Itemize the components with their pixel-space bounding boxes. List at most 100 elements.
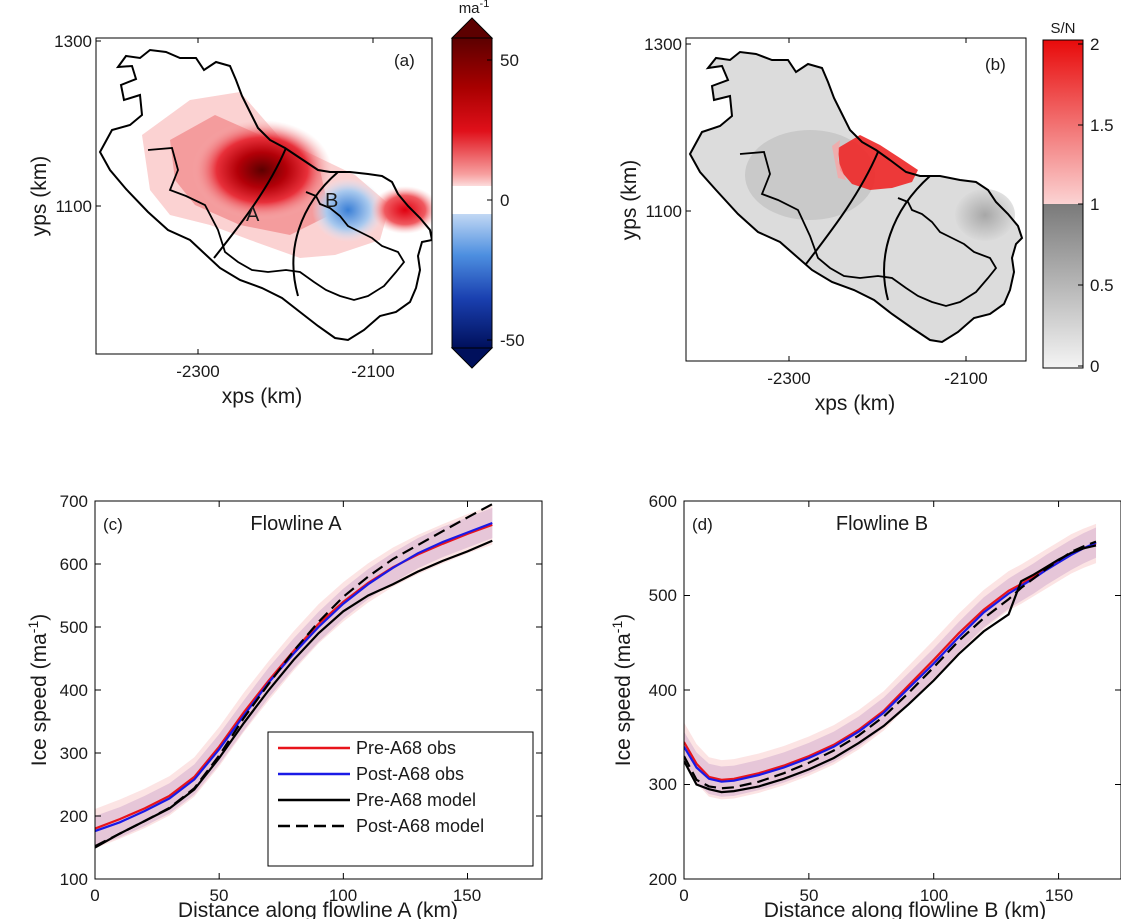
panel-c-ylabel-close: ): [28, 614, 51, 621]
panel-b-axes-frame: [685, 37, 1027, 362]
panel-b-colorbar-bar: [1042, 39, 1084, 369]
panel-b-ytick-0: 1300: [644, 35, 682, 54]
panel-b-colorbar: S/N 2 1.5 1 0.5 0: [1042, 20, 1114, 376]
panel-d-ylabel-sup: -1: [609, 621, 625, 634]
panel-d-series: [684, 540, 1097, 794]
panel-c-xlabel: Distance along flowline A (km): [178, 899, 458, 919]
panel-d-ytick-3: 500: [649, 586, 677, 605]
panel-a-xtick-1: -2100: [351, 362, 394, 381]
panel-b: 1300 1100 -2300 -2100 xps (km) yps (km) …: [618, 20, 1114, 415]
panel-c-title: Flowline A: [250, 513, 342, 535]
panel-b-flowline-b: [883, 175, 931, 301]
panel-a-ylabel: yps (km): [28, 156, 51, 237]
panel-a-flowline-b-label: B: [325, 190, 338, 212]
panel-b-ytick-1: 1100: [645, 202, 682, 221]
panel-c-ytick-3: 400: [60, 681, 88, 700]
panel-a-colorbar: ma-1 50 0 -50: [450, 0, 525, 369]
panel-a-flowline-a: [213, 147, 287, 259]
panel-a: 1300 1100 -2300 -2100 xps (km) yps (km) …: [28, 0, 525, 408]
panel-d-ytick-4: 600: [649, 492, 677, 511]
panel-a-colorbar-bottom-arrow: [450, 347, 494, 369]
panel-b-colorbar-tick-0: 2: [1090, 35, 1099, 54]
panel-b-ylabel: yps (km): [618, 160, 641, 241]
panel-c-ytick-1: 200: [60, 807, 88, 826]
panel-a-colorbar-zero-band: [452, 186, 492, 214]
panel-b-colorbar-title: S/N: [1050, 20, 1075, 37]
panel-a-colorbar-title-sup: -1: [480, 0, 490, 10]
panel-d-series-post-a68-model: [684, 540, 1097, 790]
panel-a-ytick-1: 1100: [55, 197, 92, 216]
panel-b-flowline-a: [805, 151, 879, 265]
panel-c-xtick-0: 0: [90, 886, 99, 905]
panel-b-map: [688, 50, 1024, 344]
panel-b-xlabel: xps (km): [815, 392, 896, 415]
panel-a-colorbar-title: ma-1: [459, 0, 490, 17]
panel-c-ytick-4: 500: [60, 618, 88, 637]
panel-b-grounding-line: [739, 151, 998, 307]
panel-d-tag: (d): [692, 515, 713, 534]
panel-c-ylabel-sup: -1: [25, 621, 41, 634]
panel-a-hotspot: [192, 120, 332, 220]
panel-c-ytick-5: 600: [60, 555, 88, 574]
panel-b-ice-shelf-outline: [688, 50, 1024, 344]
panel-a-east-hotspot: [371, 186, 432, 234]
panel-d-ytick-0: 200: [649, 870, 677, 889]
panel-d-ticks: [683, 500, 1121, 880]
panel-d-title: Flowline B: [836, 513, 928, 535]
panel-c-legend-post-obs: Post-A68 obs: [356, 764, 464, 784]
panel-d-uncertainty-band: [684, 527, 1097, 797]
panel-c-series-post-a68-model: [95, 503, 493, 848]
panel-c-ytick-0: 100: [60, 870, 88, 889]
panel-b-tag: (b): [985, 55, 1006, 74]
panel-a-axes-frame: [95, 37, 433, 355]
panel-b-red-fringe: [832, 140, 846, 180]
panel-a-flowline-a-label: A: [246, 204, 260, 226]
panel-b-colorbar-tick-2: 1: [1090, 195, 1099, 214]
panel-d-xtick-0: 0: [679, 886, 688, 905]
panel-b-ticks: [686, 38, 967, 361]
panel-c-ytick-2: 300: [60, 744, 88, 763]
panel-d-xtick-3: 150: [1045, 886, 1073, 905]
panel-d-ylabel-base: Ice speed (ma: [612, 633, 635, 766]
panel-c-xtick-2: 100: [329, 886, 357, 905]
panel-c-uncertainty-band-pre: [95, 505, 493, 849]
panel-a-xtick-0: -2300: [176, 362, 219, 381]
panel-c-series-post-a68-obs: [95, 521, 493, 833]
panel-c-series: [95, 503, 493, 849]
panel-a-colorbar-tick-0: 50: [500, 51, 519, 70]
panel-c-legend-pre-obs: Pre-A68 obs: [356, 738, 456, 758]
panel-b-colorbar-tick-3: 0.5: [1090, 276, 1114, 295]
panel-a-ticks: [96, 38, 374, 354]
panel-c-series-pre-a68-obs: [95, 523, 493, 830]
panel-c-ylabel-base: Ice speed (ma: [28, 633, 51, 766]
panel-a-colorbar-top-arrow: [450, 17, 494, 39]
panel-a-colorbar-tick-2: -50: [500, 331, 525, 350]
panel-d-xtick-2: 100: [920, 886, 948, 905]
panel-b-xtick-0: -2300: [767, 369, 810, 388]
panel-a-colorbar-tick-1: 0: [500, 191, 509, 210]
panel-c-ticks: [94, 500, 542, 880]
panel-c-ylabel: Ice speed (ma-1): [25, 614, 51, 767]
panel-d-xtick-1: 50: [800, 886, 819, 905]
panel-d-uncertainty-band-pre: [684, 523, 1097, 800]
panel-a-negative-region: [312, 178, 384, 242]
panel-c-xtick-3: 150: [453, 886, 481, 905]
panel-d-ylabel-close: ): [612, 614, 635, 621]
panel-d-series-pre-a68-model: [684, 544, 1097, 794]
panel-d-ylabel: Ice speed (ma-1): [609, 614, 635, 767]
panel-d-ytick-1: 300: [649, 775, 677, 794]
panel-a-tag: (a): [394, 51, 415, 70]
panel-a-xlabel: xps (km): [222, 385, 303, 408]
panel-b-grey-east: [955, 189, 1015, 241]
panel-a-grounding-line: [147, 147, 406, 301]
panel-a-ice-shelf-outline: [98, 48, 432, 342]
panel-b-red-region: [838, 135, 918, 190]
panel-a-ytick-0: 1300: [54, 32, 92, 51]
panel-c-xtick-1: 50: [210, 886, 229, 905]
panel-c-legend-pre-model: Pre-A68 model: [356, 790, 476, 810]
panel-c-legend: Pre-A68 obs Post-A68 obs Pre-A68 model P…: [267, 731, 534, 867]
panel-d-ytick-2: 400: [649, 681, 677, 700]
panel-a-flowline-b: [292, 171, 339, 297]
panel-b-colorbar-tick-4: 0: [1090, 357, 1099, 376]
